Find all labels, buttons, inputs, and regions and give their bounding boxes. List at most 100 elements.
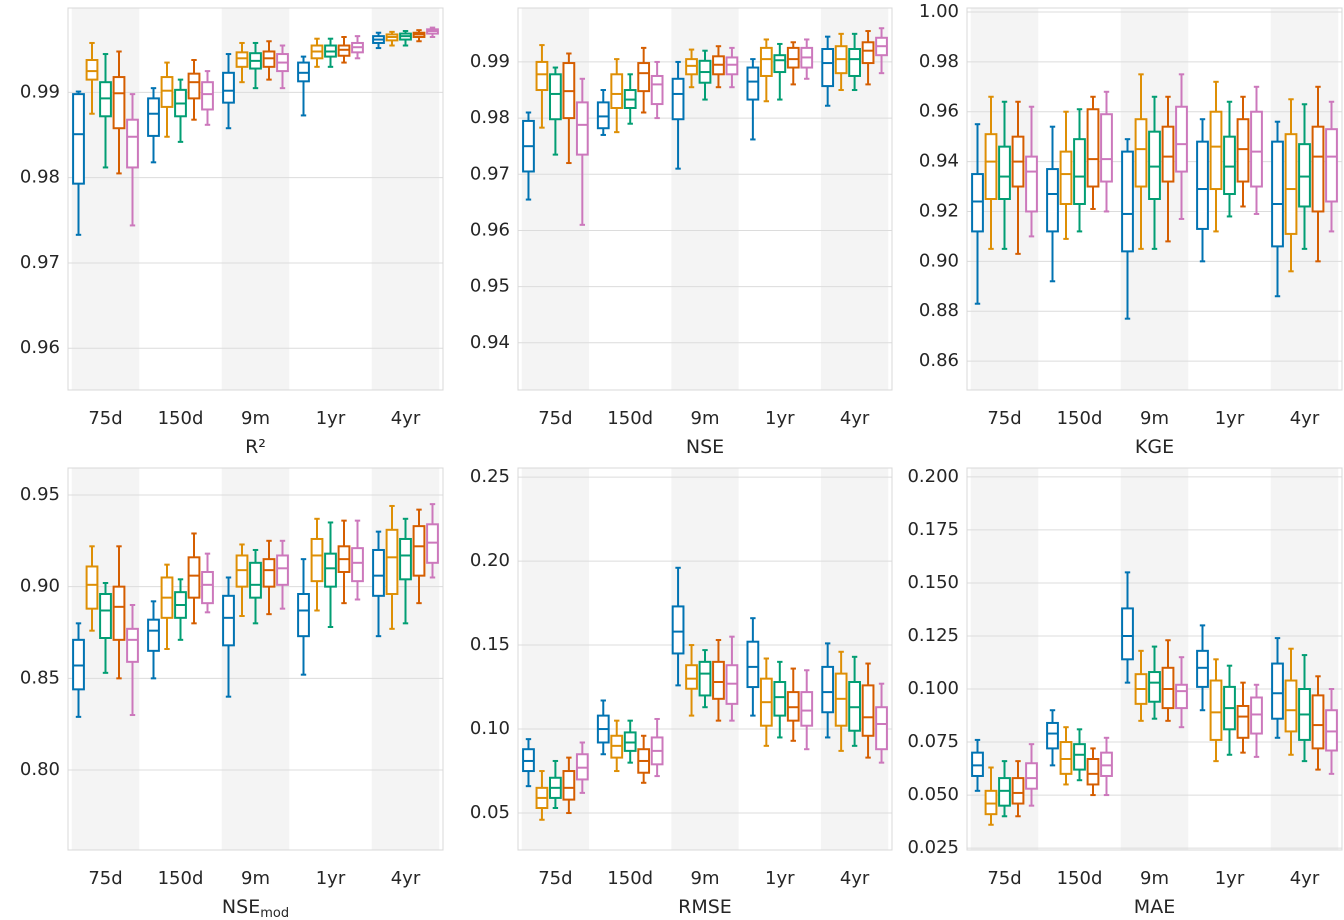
box [610,73,624,109]
box [1325,128,1338,203]
y-tick-label: 0.96 [919,101,959,122]
y-tick-label: 0.025 [907,837,959,858]
y-tick-label: 0.200 [907,466,959,487]
box [861,41,875,65]
box [1121,607,1134,661]
box [1134,118,1148,188]
box [351,547,364,583]
box [971,751,984,777]
x-axis-label: KGE [1135,436,1174,458]
y-tick-label: 0.94 [470,332,510,353]
category-band [221,468,290,850]
y-tick-label: 0.100 [907,678,959,699]
box [1161,125,1175,183]
box [1059,741,1073,775]
category-band [521,8,590,390]
x-axis-label-text: NSE [686,436,724,458]
box [324,552,337,588]
box [201,570,214,605]
y-tick-label: 0.96 [470,219,510,240]
x-axis-label-text: RMSE [678,896,732,918]
y-tick-label: 0.99 [20,81,60,102]
box [821,48,835,88]
y-tick-label: 0.88 [919,300,959,321]
x-tick-label: 4yr [840,408,870,429]
x-tick-label: 4yr [840,868,870,889]
y-tick-label: 0.075 [907,731,959,752]
x-tick-label: 150d [607,408,653,429]
x-tick-label: 1yr [1215,408,1245,429]
x-tick-label: 9m [241,408,270,429]
box [1086,108,1100,188]
y-tick-label: 0.95 [470,276,510,297]
box [1025,762,1038,790]
x-tick-label: 9m [1140,868,1169,889]
y-tick-label: 0.92 [919,200,959,221]
box [1025,155,1038,213]
y-tick-label: 0.125 [907,625,959,646]
x-tick-label: 4yr [1290,408,1320,429]
y-tick-label: 0.86 [919,350,959,371]
box [1059,150,1073,205]
x-tick-label: 1yr [765,868,795,889]
x-axis-label-subscript: mod [260,906,289,920]
y-tick-label: 0.99 [470,51,510,72]
box [759,46,773,77]
box [848,48,861,77]
box [773,54,787,74]
box [1196,140,1209,230]
y-tick-label: 0.97 [470,163,510,184]
y-tick-label: 0.95 [20,484,60,505]
box [746,66,760,101]
y-tick-label: 0.150 [907,572,959,593]
x-tick-label: 75d [538,408,572,429]
box [1223,135,1236,196]
box [984,133,998,200]
box [1148,671,1161,703]
category-band [371,8,440,390]
box [1161,666,1175,710]
plot-frame [966,467,1343,851]
y-tick-label: 0.98 [919,51,959,72]
box [861,684,875,737]
x-tick-label: 75d [987,868,1021,889]
box [85,565,99,610]
box [1311,694,1325,750]
box [984,789,998,816]
box [875,706,888,751]
y-tick-label: 0.15 [470,634,510,655]
box [1121,150,1134,253]
box [821,665,835,714]
box [773,681,787,717]
box [147,97,160,137]
box [1175,105,1188,173]
y-tick-label: 0.050 [907,784,959,805]
box [72,93,85,185]
panel: 0.05 0.10 0.15 0.20 0.25 75d 150d 9m 1yr 4yr RMSE [470,466,893,918]
box [1148,130,1161,200]
box [1311,125,1325,213]
x-tick-label: 75d [538,868,572,889]
box [1209,679,1223,741]
box [1011,777,1025,805]
box [160,76,174,108]
box [725,56,739,76]
box [1046,168,1059,233]
box [1175,683,1188,710]
box [249,561,262,599]
x-axis-label: NSE [686,436,724,458]
x-axis-label-text: KGE [1135,436,1174,458]
box [112,585,126,641]
panel: 0.025 0.050 0.075 0.100 0.125 0.150 0.175 0.200… [907,466,1343,918]
x-tick-label: 1yr [765,408,795,429]
x-tick-label: 75d [88,408,122,429]
box [1250,696,1263,735]
x-axis-label: MAE [1134,896,1175,918]
box [412,525,426,577]
plot-frame [67,467,444,851]
box [800,691,814,727]
box [637,62,651,93]
box [222,594,235,647]
plot-frame [517,7,893,391]
y-tick-label: 0.97 [20,252,60,273]
